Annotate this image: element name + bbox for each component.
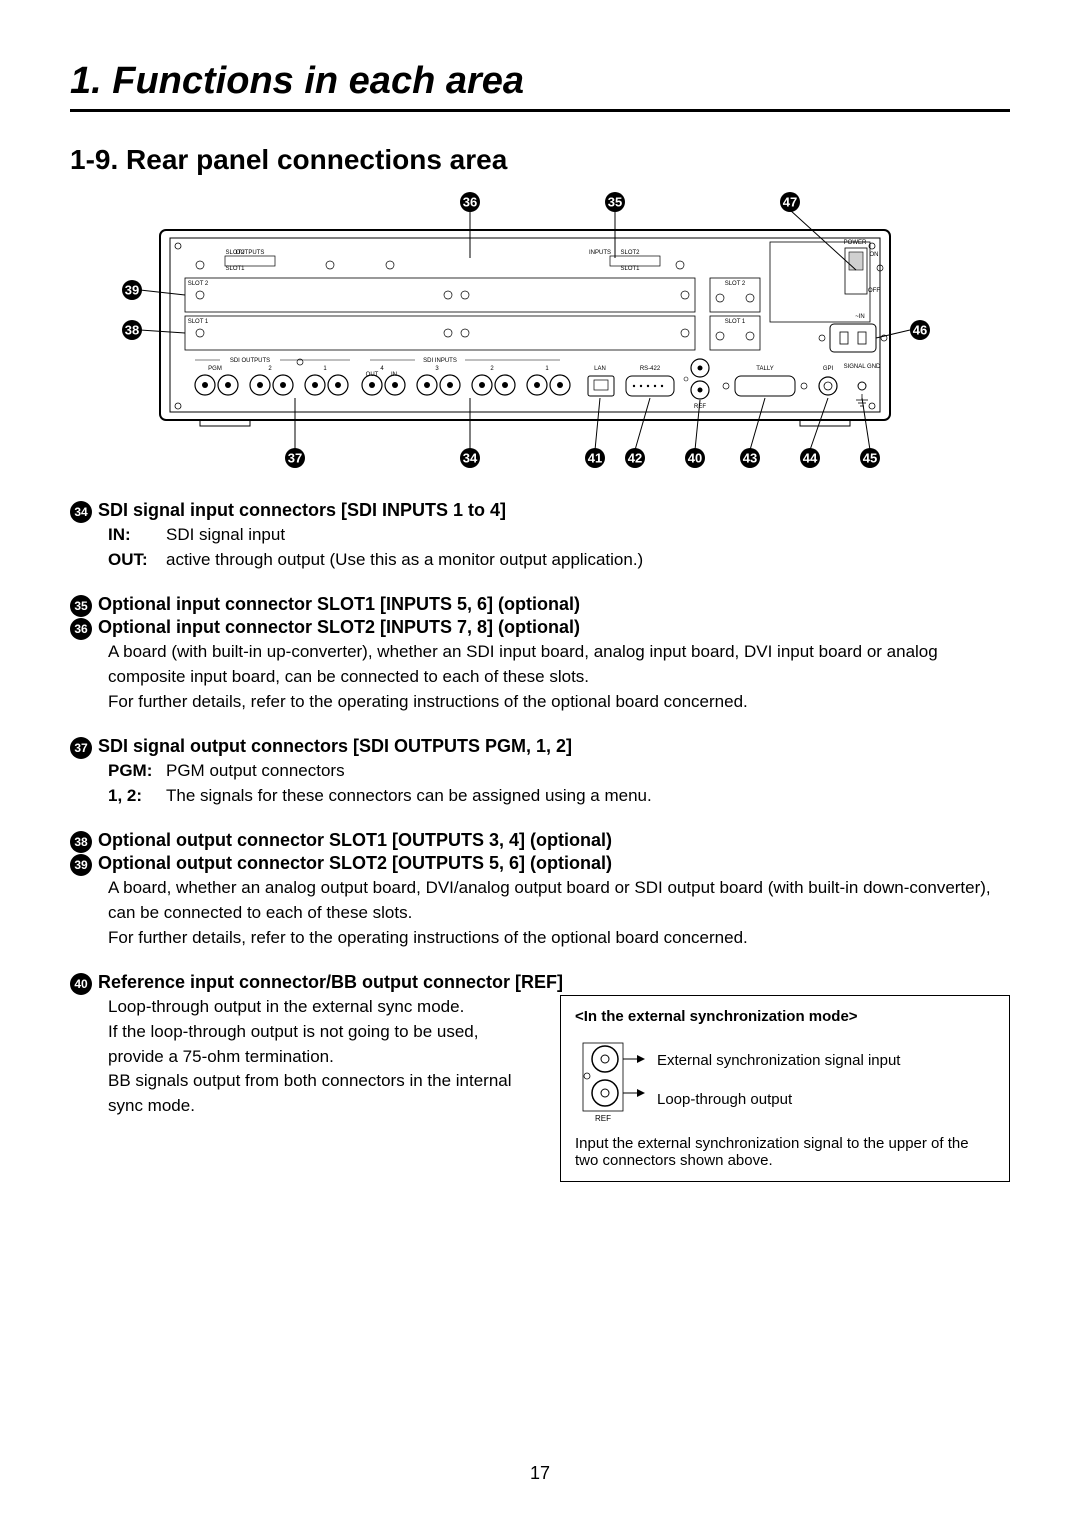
entry-36: 36 Optional input connector SLOT2 [INPUTS… — [70, 617, 1010, 714]
svg-text:47: 47 — [783, 195, 797, 210]
svg-text:SLOT1: SLOT1 — [225, 266, 245, 272]
svg-text:REF: REF — [595, 1114, 611, 1123]
entry-title: Optional input connector SLOT2 [INPUTS 7… — [98, 617, 580, 638]
svg-text:1: 1 — [323, 366, 327, 372]
svg-text:3: 3 — [435, 366, 439, 372]
svg-text:SLOT 1: SLOT 1 — [725, 319, 746, 325]
callout-badge: 34 — [70, 501, 92, 523]
def-label: OUT: — [108, 548, 162, 573]
svg-text:1: 1 — [545, 366, 549, 372]
svg-text:SLOT 2: SLOT 2 — [188, 281, 209, 287]
def-text: PGM output connectors — [166, 759, 345, 784]
def-label: 1, 2: — [108, 784, 162, 809]
svg-text:34: 34 — [463, 451, 478, 466]
entry-38: 38 Optional output connector SLOT1 [OUTPU… — [70, 830, 1010, 853]
svg-text:INPUTS: INPUTS — [589, 250, 611, 256]
entry-title: SDI signal input connectors [SDI INPUTS … — [98, 500, 506, 521]
page-number: 17 — [530, 1463, 550, 1484]
def-text: active through output (Use this as a mon… — [166, 548, 643, 573]
svg-text:SDI OUTPUTS: SDI OUTPUTS — [230, 358, 270, 364]
svg-text:36: 36 — [463, 195, 477, 210]
svg-text:40: 40 — [688, 451, 702, 466]
svg-text:SLOT1: SLOT1 — [620, 266, 640, 272]
entry-37: 37 SDI signal output connectors [SDI OUTP… — [70, 736, 1010, 808]
callout-badge: 35 — [70, 595, 92, 617]
svg-text:ON: ON — [870, 252, 879, 258]
def-label: IN: — [108, 523, 162, 548]
rear-panel-diagram: OUTPUTS SLOT2 SLOT1 INPUTS SLOT2 SLOT1 P… — [70, 190, 1010, 470]
svg-text:POWER: POWER — [844, 240, 867, 246]
callout-badge: 37 — [70, 737, 92, 759]
svg-text:SLOT2: SLOT2 — [225, 250, 245, 256]
entry-body: A board (with built-in up-converter), wh… — [108, 640, 1010, 714]
svg-text:SLOT 1: SLOT 1 — [188, 319, 209, 325]
svg-text:45: 45 — [863, 451, 877, 466]
svg-text:2: 2 — [268, 366, 272, 372]
svg-text:SLOT2: SLOT2 — [620, 250, 640, 256]
entry-title: Optional output connector SLOT1 [OUTPUTS… — [98, 830, 612, 851]
svg-text:38: 38 — [125, 323, 139, 338]
svg-text:44: 44 — [803, 451, 818, 466]
svg-text:SDI INPUTS: SDI INPUTS — [423, 358, 457, 364]
callout-badge: 38 — [70, 831, 92, 853]
svg-text:~IN: ~IN — [855, 314, 865, 320]
entry-title: Optional output connector SLOT2 [OUTPUTS… — [98, 853, 612, 874]
entry-39: 39 Optional output connector SLOT2 [OUTPU… — [70, 853, 1010, 950]
sync-mode-box: <In the external synchronization mode>RE… — [560, 995, 1010, 1182]
callout-badge: 40 — [70, 973, 92, 995]
entry-body: A board, whether an analog output board,… — [108, 876, 1010, 950]
entry-title: SDI signal output connectors [SDI OUTPUT… — [98, 736, 572, 757]
svg-text:4: 4 — [380, 366, 384, 372]
svg-text:PGM: PGM — [208, 366, 222, 372]
svg-text:SIGNAL GND: SIGNAL GND — [844, 364, 881, 370]
svg-text:35: 35 — [608, 195, 622, 210]
entry-title: Reference input connector/BB output conn… — [98, 972, 563, 993]
section-title: 1-9. Rear panel connections area — [70, 144, 1010, 176]
svg-text:RS-422: RS-422 — [640, 366, 661, 372]
svg-text:LAN: LAN — [594, 366, 606, 372]
callout-badge: 36 — [70, 618, 92, 640]
svg-text:GPI: GPI — [823, 366, 834, 372]
svg-text:TALLY: TALLY — [756, 366, 773, 372]
chapter-title: 1. Functions in each area — [70, 60, 1010, 112]
svg-text:43: 43 — [743, 451, 757, 466]
entry-title: Optional input connector SLOT1 [INPUTS 5… — [98, 594, 580, 615]
def-text: The signals for these connectors can be … — [166, 784, 652, 809]
svg-text:39: 39 — [125, 283, 139, 298]
svg-text:42: 42 — [628, 451, 642, 466]
svg-text:REF: REF — [694, 404, 706, 410]
svg-text:OFF: OFF — [868, 288, 880, 294]
def-label: PGM: — [108, 759, 162, 784]
svg-text:SLOT 2: SLOT 2 — [725, 281, 746, 287]
svg-text:46: 46 — [913, 323, 927, 338]
def-text: SDI signal input — [166, 523, 285, 548]
svg-text:37: 37 — [288, 451, 302, 466]
svg-text:2: 2 — [490, 366, 494, 372]
entry-34: 34 SDI signal input connectors [SDI INPUT… — [70, 500, 1010, 572]
entry-35: 35 Optional input connector SLOT1 [INPUTS… — [70, 594, 1010, 617]
svg-text:41: 41 — [588, 451, 602, 466]
callout-badge: 39 — [70, 854, 92, 876]
entry-40: 40 Reference input connector/BB output co… — [70, 972, 1010, 1182]
